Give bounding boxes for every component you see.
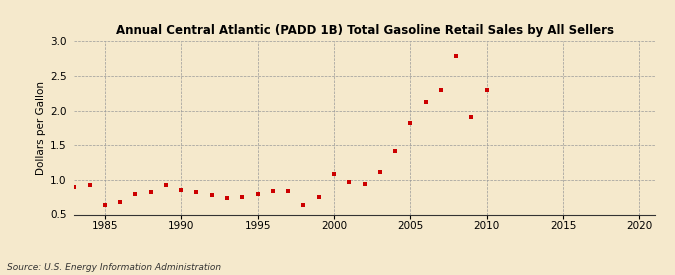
Point — [298, 203, 308, 207]
Point — [329, 172, 340, 177]
Point — [207, 193, 217, 197]
Point — [481, 87, 492, 92]
Point — [421, 99, 431, 104]
Point — [237, 195, 248, 199]
Point — [130, 191, 141, 196]
Point — [359, 182, 370, 186]
Title: Annual Central Atlantic (PADD 1B) Total Gasoline Retail Sales by All Sellers: Annual Central Atlantic (PADD 1B) Total … — [115, 24, 614, 37]
Point — [161, 183, 171, 187]
Point — [435, 87, 446, 92]
Text: Source: U.S. Energy Information Administration: Source: U.S. Energy Information Administ… — [7, 263, 221, 272]
Point — [191, 189, 202, 194]
Point — [221, 196, 232, 200]
Point — [252, 191, 263, 196]
Point — [405, 121, 416, 125]
Point — [313, 195, 324, 199]
Point — [115, 200, 126, 204]
Point — [283, 189, 294, 193]
Point — [84, 183, 95, 187]
Point — [466, 115, 477, 119]
Point — [99, 203, 110, 208]
Point — [344, 180, 354, 184]
Point — [375, 169, 385, 174]
Point — [267, 189, 278, 193]
Y-axis label: Dollars per Gallon: Dollars per Gallon — [36, 81, 46, 175]
Point — [69, 185, 80, 190]
Point — [389, 148, 400, 153]
Point — [176, 187, 186, 192]
Point — [145, 190, 156, 194]
Point — [451, 54, 462, 58]
